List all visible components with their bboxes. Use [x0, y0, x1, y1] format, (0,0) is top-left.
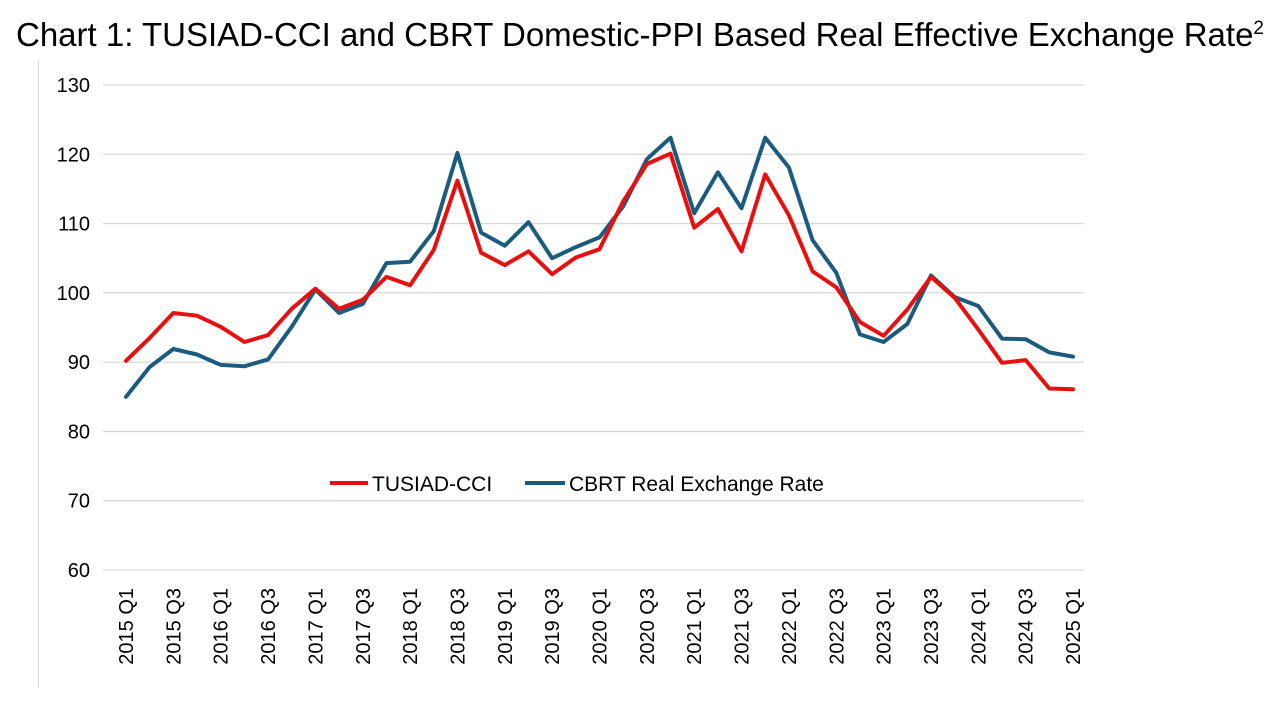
x-axis-tick-labels: 2015 Q1 2015 Q3 2016 Q1 2016 Q3 2017 Q1 2017 … [116, 588, 1085, 665]
y-tick-label: 100 [57, 283, 90, 305]
x-tick-label: 2022 Q1 [779, 588, 801, 665]
x-tick-label: 2022 Q3 [826, 588, 848, 665]
x-tick-label: 2021 Q3 [732, 588, 754, 665]
x-tick-label: 2017 Q1 [305, 588, 327, 665]
left-border-line [38, 60, 39, 688]
legend-label-tusiad-cci: TUSIAD-CCI [372, 473, 492, 496]
x-tick-label: 2024 Q1 [968, 588, 990, 665]
y-axis-tick-labels: 60 70 80 90 100 110 120 130 [57, 75, 90, 582]
series-lines [124, 135, 1075, 399]
x-tick-label: 2025 Q1 [1063, 588, 1085, 665]
x-tick-label: 2015 Q3 [163, 588, 185, 665]
y-tick-label: 120 [57, 144, 90, 166]
x-tick-label: 2023 Q3 [921, 588, 943, 665]
chart-title-text: Chart 1: TUSIAD-CCI and CBRT Domestic-PP… [16, 16, 1254, 53]
y-tick-label: 90 [68, 352, 90, 374]
x-tick-label: 2020 Q3 [637, 588, 659, 665]
series-line-cbrt-real-exchange-rate [124, 135, 1075, 399]
y-tick-label: 70 [68, 491, 90, 513]
y-tick-label: 60 [68, 560, 90, 582]
gridlines [103, 84, 1084, 571]
y-tick-label: 110 [58, 214, 90, 236]
x-tick-label: 2018 Q3 [447, 588, 469, 665]
x-tick-label: 2015 Q1 [116, 588, 138, 665]
x-tick-label: 2024 Q3 [1016, 588, 1038, 665]
x-tick-label: 2016 Q3 [258, 588, 280, 665]
y-tick-label: 80 [68, 421, 90, 443]
x-tick-label: 2016 Q1 [211, 588, 233, 665]
x-tick-label: 2017 Q3 [353, 588, 375, 665]
x-tick-label: 2021 Q1 [684, 588, 706, 665]
chart-title: Chart 1: TUSIAD-CCI and CBRT Domestic-PP… [0, 16, 1280, 54]
chart-title-footnote-mark: 2 [1253, 18, 1264, 39]
legend-label-cbrt-real-exchange-rate: CBRT Real Exchange Rate [569, 473, 824, 496]
x-tick-label: 2018 Q1 [400, 588, 422, 665]
series-line-tusiad-cci [124, 151, 1075, 392]
x-tick-label: 2020 Q1 [590, 588, 612, 665]
legend: TUSIAD-CCI CBRT Real Exchange Rate [330, 473, 824, 496]
x-tick-label: 2019 Q1 [495, 588, 517, 665]
y-tick-label: 130 [57, 75, 90, 97]
x-tick-label: 2019 Q3 [542, 588, 564, 665]
x-tick-label: 2023 Q1 [874, 588, 896, 665]
